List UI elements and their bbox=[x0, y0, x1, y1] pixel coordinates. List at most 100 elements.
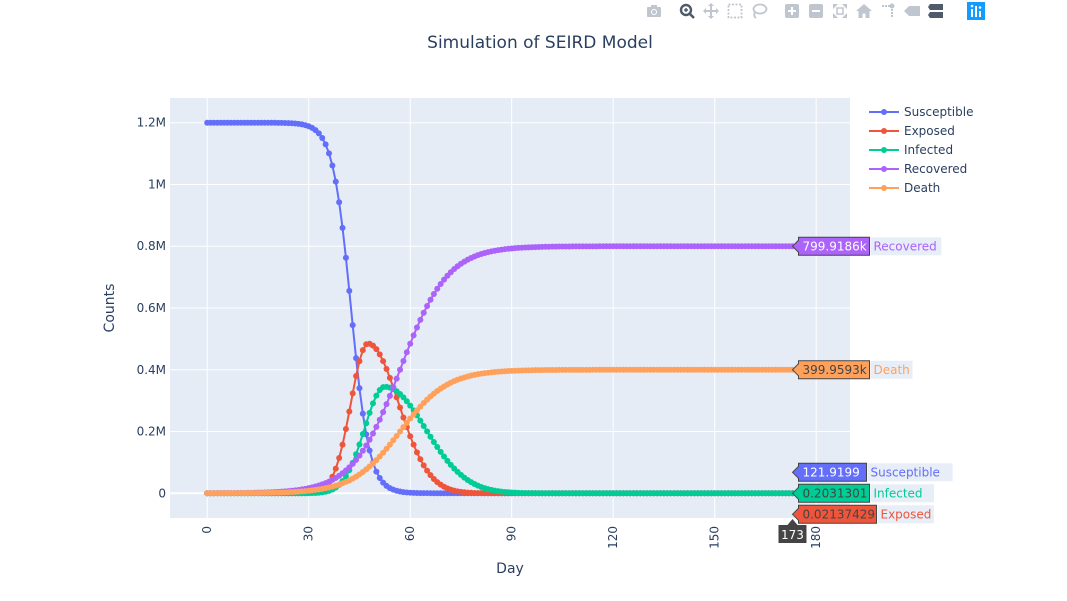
data-point[interactable] bbox=[397, 428, 404, 435]
data-point[interactable] bbox=[353, 373, 360, 380]
data-point[interactable] bbox=[349, 460, 356, 467]
spike-lines-button[interactable] bbox=[879, 2, 897, 20]
data-point[interactable] bbox=[346, 408, 353, 415]
data-point[interactable] bbox=[427, 433, 434, 440]
data-point[interactable] bbox=[410, 332, 417, 339]
data-point[interactable] bbox=[339, 441, 346, 448]
data-point[interactable] bbox=[434, 444, 441, 451]
data-point[interactable] bbox=[417, 417, 424, 424]
data-point[interactable] bbox=[430, 438, 437, 445]
data-point[interactable] bbox=[319, 134, 326, 141]
data-point[interactable] bbox=[380, 358, 387, 365]
data-point[interactable] bbox=[437, 280, 444, 287]
hover-compare-button[interactable] bbox=[927, 2, 945, 20]
data-point[interactable] bbox=[373, 468, 380, 475]
zoom-button[interactable] bbox=[678, 2, 696, 20]
data-point[interactable] bbox=[356, 385, 363, 392]
data-point[interactable] bbox=[356, 358, 363, 365]
data-point[interactable] bbox=[380, 449, 387, 456]
data-point[interactable] bbox=[444, 457, 451, 464]
data-point[interactable] bbox=[427, 296, 434, 303]
pan-button[interactable] bbox=[702, 2, 720, 20]
data-point[interactable] bbox=[376, 351, 383, 358]
data-point[interactable] bbox=[356, 452, 363, 459]
data-point[interactable] bbox=[393, 375, 400, 382]
data-point[interactable] bbox=[383, 401, 390, 408]
data-point[interactable] bbox=[376, 416, 383, 423]
data-point[interactable] bbox=[366, 436, 373, 443]
data-point[interactable] bbox=[400, 424, 407, 431]
data-point[interactable] bbox=[407, 415, 414, 422]
data-point[interactable] bbox=[315, 130, 322, 137]
data-point[interactable] bbox=[407, 433, 414, 440]
data-point[interactable] bbox=[424, 428, 431, 435]
data-point[interactable] bbox=[437, 448, 444, 455]
data-point[interactable] bbox=[383, 445, 390, 452]
data-point[interactable] bbox=[441, 453, 448, 460]
data-point[interactable] bbox=[326, 150, 332, 157]
data-point[interactable] bbox=[373, 423, 380, 430]
data-point[interactable] bbox=[386, 392, 393, 399]
data-point[interactable] bbox=[359, 347, 366, 354]
hover-closest-button[interactable] bbox=[903, 2, 921, 20]
data-point[interactable] bbox=[390, 437, 397, 444]
data-point[interactable] bbox=[407, 340, 414, 347]
data-point[interactable] bbox=[349, 390, 356, 397]
zoom-out-button[interactable] bbox=[807, 2, 825, 20]
data-point[interactable] bbox=[373, 346, 380, 353]
data-point[interactable] bbox=[397, 366, 404, 373]
data-point[interactable] bbox=[322, 141, 329, 148]
data-point[interactable] bbox=[403, 349, 410, 356]
data-point[interactable] bbox=[366, 447, 373, 454]
data-point[interactable] bbox=[413, 449, 420, 456]
data-point[interactable] bbox=[430, 291, 437, 298]
data-point[interactable] bbox=[342, 425, 349, 432]
data-point[interactable] bbox=[383, 366, 390, 373]
data-point[interactable] bbox=[359, 447, 366, 454]
data-point[interactable] bbox=[336, 199, 343, 206]
zoom-in-button[interactable] bbox=[783, 2, 801, 20]
data-point[interactable] bbox=[400, 414, 407, 421]
data-point[interactable] bbox=[403, 419, 410, 426]
data-point[interactable] bbox=[363, 442, 370, 449]
data-point[interactable] bbox=[329, 162, 336, 169]
data-point[interactable] bbox=[424, 302, 431, 309]
data-point[interactable] bbox=[332, 465, 339, 472]
legend-item-infected[interactable]: Infected bbox=[869, 143, 953, 157]
data-point[interactable] bbox=[397, 404, 404, 411]
data-point[interactable] bbox=[400, 394, 407, 401]
data-point[interactable] bbox=[400, 357, 407, 364]
data-point[interactable] bbox=[346, 287, 353, 294]
plotly-logo-button[interactable] bbox=[967, 2, 985, 20]
data-point[interactable] bbox=[366, 409, 373, 416]
lasso-button[interactable] bbox=[750, 2, 768, 20]
data-point[interactable] bbox=[393, 432, 400, 439]
data-point[interactable] bbox=[420, 462, 427, 469]
data-point[interactable] bbox=[342, 254, 349, 261]
data-point[interactable] bbox=[353, 456, 360, 463]
data-point[interactable] bbox=[420, 422, 427, 429]
data-point[interactable] bbox=[407, 402, 414, 409]
data-point[interactable] bbox=[424, 467, 431, 474]
data-point[interactable] bbox=[336, 454, 343, 461]
data-point[interactable] bbox=[386, 374, 393, 381]
data-point[interactable] bbox=[417, 456, 424, 463]
home-button[interactable] bbox=[855, 2, 873, 20]
box-select-button[interactable] bbox=[726, 2, 744, 20]
data-point[interactable] bbox=[339, 224, 346, 231]
data-point[interactable] bbox=[417, 316, 424, 323]
data-point[interactable] bbox=[390, 384, 397, 391]
data-point[interactable] bbox=[403, 398, 410, 405]
data-point[interactable] bbox=[332, 178, 339, 185]
data-point[interactable] bbox=[359, 431, 366, 438]
data-point[interactable] bbox=[380, 409, 387, 416]
data-point[interactable] bbox=[441, 276, 448, 283]
legend-item-death[interactable]: Death bbox=[869, 181, 940, 195]
data-point[interactable] bbox=[410, 441, 417, 448]
data-point[interactable] bbox=[349, 322, 356, 329]
legend-item-susceptible[interactable]: Susceptible bbox=[869, 105, 973, 119]
data-point[interactable] bbox=[376, 475, 383, 481]
data-point[interactable] bbox=[369, 430, 376, 437]
camera-button[interactable] bbox=[645, 2, 663, 20]
data-point[interactable] bbox=[386, 441, 393, 448]
